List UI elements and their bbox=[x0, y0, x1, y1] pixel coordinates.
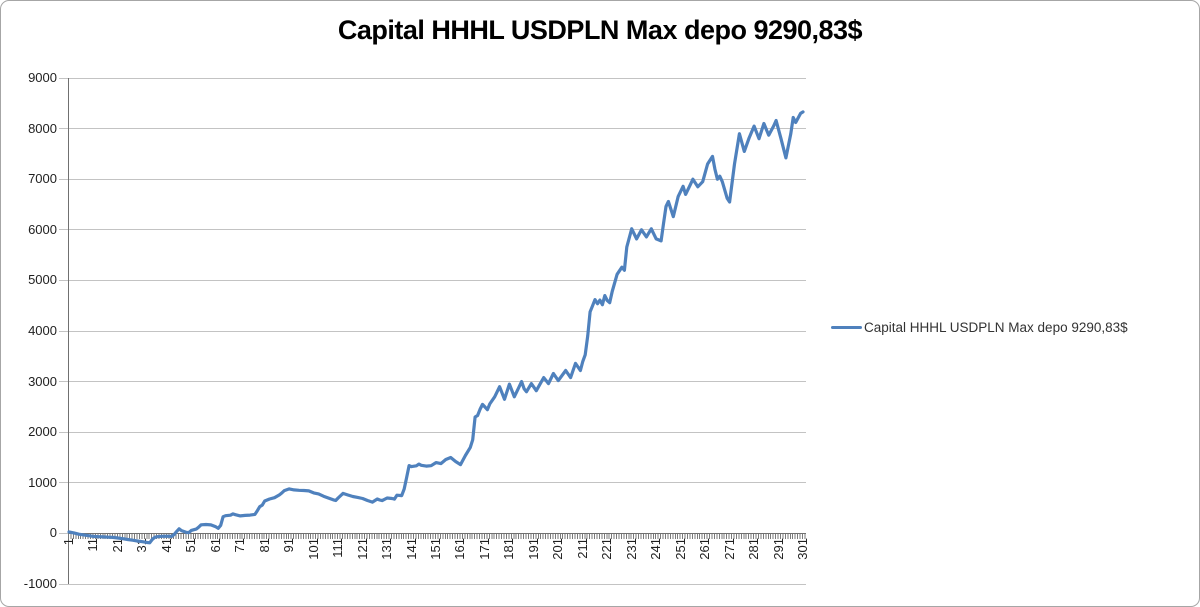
y-axis-label: 0 bbox=[49, 525, 57, 541]
x-axis-label: 1 bbox=[61, 538, 76, 546]
y-axis-label: 5000 bbox=[28, 272, 57, 288]
x-axis-label: 231 bbox=[623, 538, 639, 561]
y-axis-line bbox=[68, 78, 69, 584]
y-axis-label: -1000 bbox=[23, 576, 57, 591]
x-axis-label: 61 bbox=[207, 538, 223, 553]
x-axis-label: 291 bbox=[770, 538, 786, 561]
x-axis-label: 21 bbox=[109, 538, 125, 553]
y-axis-label: 8000 bbox=[28, 120, 57, 136]
y-gridline bbox=[59, 583, 806, 585]
x-axis-label: 121 bbox=[354, 538, 370, 561]
y-gridline bbox=[59, 330, 806, 332]
y-axis-label: 1000 bbox=[28, 474, 57, 490]
x-axis-label: 221 bbox=[599, 538, 615, 561]
x-axis-label: 131 bbox=[379, 538, 395, 561]
y-gridline bbox=[59, 381, 806, 383]
x-axis-label: 281 bbox=[746, 538, 762, 561]
x-axis-label: 301 bbox=[795, 538, 810, 561]
x-axis-label: 151 bbox=[428, 538, 443, 561]
legend-label: Capital HHHL USDPLN Max depo 9290,83$ bbox=[864, 320, 1128, 335]
legend: Capital HHHL USDPLN Max depo 9290,83$ bbox=[831, 320, 1128, 335]
legend-line-swatch bbox=[831, 326, 862, 329]
y-axis-label: 6000 bbox=[28, 221, 57, 237]
y-gridline bbox=[59, 128, 806, 130]
y-axis-label: 9000 bbox=[28, 70, 57, 85]
x-axis-label: 201 bbox=[550, 538, 566, 561]
y-gridline bbox=[59, 482, 806, 484]
x-axis-label: 111 bbox=[330, 538, 346, 559]
x-axis-label: 141 bbox=[403, 538, 419, 561]
y-gridline bbox=[59, 178, 806, 180]
x-axis-label: 191 bbox=[525, 538, 541, 561]
x-axis-label: 211 bbox=[574, 538, 590, 560]
y-gridline bbox=[59, 431, 806, 433]
x-axis-label: 41 bbox=[158, 538, 174, 553]
x-axis-label: 241 bbox=[648, 538, 664, 561]
y-gridline bbox=[59, 279, 806, 281]
x-axis-label: 71 bbox=[232, 538, 248, 553]
chart-title: Capital HHHL USDPLN Max depo 9290,83$ bbox=[337, 15, 863, 45]
x-axis-label: 161 bbox=[452, 538, 468, 561]
x-axis-label: 51 bbox=[183, 538, 199, 553]
x-axis-label: 181 bbox=[501, 538, 517, 561]
y-gridline bbox=[59, 229, 806, 231]
y-gridline bbox=[59, 77, 806, 79]
y-axis-label: 3000 bbox=[28, 373, 57, 389]
x-axis-label: 11 bbox=[85, 538, 101, 552]
x-axis-label: 31 bbox=[134, 538, 150, 553]
y-axis-label: 2000 bbox=[28, 424, 57, 440]
x-axis-label: 271 bbox=[721, 538, 737, 561]
series-line bbox=[67, 110, 805, 545]
x-axis-label: 251 bbox=[672, 538, 688, 561]
x-axis-label: 91 bbox=[281, 538, 297, 553]
y-axis-label: 4000 bbox=[28, 323, 57, 338]
y-axis-label: 7000 bbox=[28, 171, 57, 187]
x-axis-label: 101 bbox=[305, 538, 321, 561]
x-axis-label: 261 bbox=[697, 538, 713, 561]
x-axis-label: 81 bbox=[256, 538, 272, 553]
x-axis-label: 171 bbox=[476, 538, 492, 561]
